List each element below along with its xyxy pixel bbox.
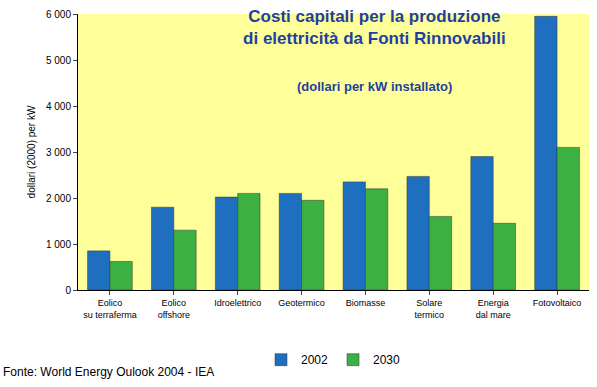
svg-text:dollari (2000) per kW: dollari (2000) per kW [26,105,37,198]
svg-text:Biomasse: Biomasse [346,298,386,308]
svg-text:2 000: 2 000 [46,193,71,204]
svg-text:Solaretermico: Solaretermico [415,298,445,320]
svg-text:Costi capitali per la produzio: Costi capitali per la produzionedi elett… [243,7,506,48]
svg-text:Idroelettrico: Idroelettrico [214,298,261,308]
svg-text:6 000: 6 000 [46,9,71,20]
svg-text:Energiadal mare: Energiadal mare [476,298,511,320]
svg-text:4 000: 4 000 [46,101,71,112]
svg-text:3 000: 3 000 [46,147,71,158]
svg-text:Geotermico: Geotermico [278,298,325,308]
svg-text:5 000: 5 000 [46,55,71,66]
svg-text:(dollari per kW installato): (dollari per kW installato) [297,79,452,94]
svg-text:1 000: 1 000 [46,239,71,250]
svg-text:Eolicooffshore: Eolicooffshore [158,298,190,320]
svg-text:0: 0 [65,285,71,296]
svg-text:Eolicosu terraferma: Eolicosu terraferma [83,298,137,320]
svg-text:2002: 2002 [301,353,328,367]
svg-text:Fonte: World Energy Oulook 200: Fonte: World Energy Oulook 2004 - IEA [3,365,214,379]
svg-text:Fotovoltaico: Fotovoltaico [533,298,582,308]
svg-text:2030: 2030 [373,353,400,367]
